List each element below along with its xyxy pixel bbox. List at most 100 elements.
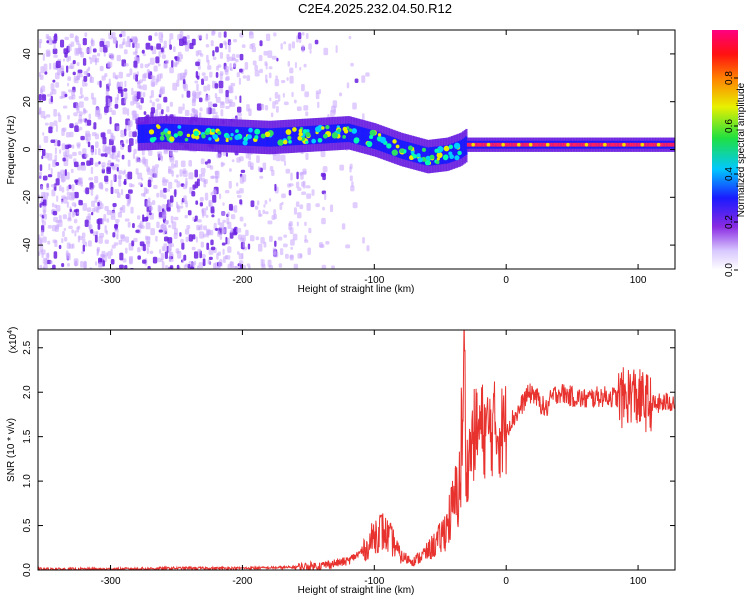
- spectrogram-cell: [254, 128, 261, 135]
- spectrogram-cell: [286, 127, 289, 146]
- spectrogram-cell: [56, 195, 59, 202]
- spectrogram-cell: [269, 128, 272, 147]
- spectrogram-cell: [123, 49, 128, 55]
- spectrogram-cell: [239, 68, 243, 73]
- spectrogram-cell: [173, 228, 178, 235]
- spectrogram-cell: [68, 89, 72, 93]
- spectrogram-cell: [240, 169, 246, 174]
- spectrogram-cell: [162, 214, 166, 220]
- spectrogram-cell: [147, 124, 150, 143]
- spectrogram-cell: [97, 201, 100, 207]
- spectrogram-cell: [534, 142, 538, 147]
- snr-x-tick-label: -300: [101, 576, 121, 587]
- spectrogram-cell: [68, 154, 73, 159]
- spectrogram-cell: [149, 57, 155, 65]
- spectrogram-cell: [176, 181, 181, 188]
- spectrogram-cell: [242, 140, 248, 146]
- spectrogram-cell: [147, 179, 152, 188]
- spectrogram-cell: [140, 97, 144, 104]
- colorbar-tick-label: 0.0: [724, 263, 735, 277]
- spectrogram-cell: [159, 189, 164, 198]
- spectrogram-cell: [275, 153, 281, 162]
- spectrogram-cell: [192, 234, 196, 240]
- spectrogram-cell: [289, 255, 294, 259]
- spectrogram-cell: [557, 142, 560, 147]
- spectrogram-cell: [179, 232, 182, 237]
- spectrogram-cell: [435, 160, 440, 165]
- spectrogram-cell: [198, 262, 204, 269]
- spectrogram-cell: [133, 237, 138, 243]
- spectrogram-cell: [79, 126, 83, 131]
- spectrogram-cell: [275, 105, 279, 113]
- spectrogram-cell: [407, 145, 413, 151]
- spectrogram-cell: [301, 44, 305, 53]
- spectrogram-cell: [601, 142, 604, 147]
- spectrogram-cell: [196, 75, 200, 80]
- spectrogram-cell: [196, 219, 202, 223]
- spectrogram-cell: [60, 169, 66, 176]
- spectrogram-cell: [591, 142, 595, 147]
- spectrogram-cell: [44, 122, 49, 126]
- spectrogram-cell: [100, 132, 106, 138]
- spectrogram-cell: [84, 32, 88, 38]
- spectrogram-cell: [210, 40, 214, 47]
- spectrogram-cell: [144, 124, 147, 143]
- spectrogram-cell: [235, 129, 239, 133]
- spectrogram-cell: [227, 211, 230, 217]
- spectrogram-cell: [118, 239, 123, 245]
- spectrogram-cell: [108, 52, 114, 58]
- spectrogram-cell: [470, 142, 473, 147]
- spectrogram-cell: [139, 124, 142, 144]
- spectrogram-cell: [280, 79, 286, 84]
- spectrogram-cell: [356, 125, 359, 145]
- spectrogram-cell: [169, 44, 172, 50]
- spectrogram-cell: [184, 69, 188, 76]
- spectrogram-cell: [48, 163, 51, 171]
- spectrogram-cell: [67, 76, 72, 81]
- spectrogram-cell: [185, 124, 188, 143]
- spectrogram-cell: [94, 148, 97, 156]
- spectrogram-cell: [295, 126, 299, 146]
- spectrogram-cell: [161, 109, 164, 115]
- spectrogram-cell: [221, 242, 226, 246]
- spectrogram-cell: [40, 66, 45, 74]
- spectrogram-cell: [173, 216, 179, 221]
- spectrogram-cell: [468, 142, 471, 147]
- spectrogram-cell: [72, 151, 77, 157]
- spectrogram-cell: [208, 137, 212, 141]
- spectrogram-cell: [204, 192, 209, 201]
- spectrogram-cell: [242, 264, 246, 269]
- spectrogram-cell: [177, 130, 183, 137]
- spectrogram-cell: [150, 90, 154, 98]
- spectrogram-cell: [314, 125, 318, 144]
- spectrogram-cell: [229, 231, 234, 239]
- spectrogram-cell: [157, 204, 161, 213]
- spectrogram-cell: [86, 207, 92, 213]
- spectrogram-cell: [199, 202, 204, 207]
- spectrogram-cell: [288, 43, 292, 51]
- spectrogram-cell: [349, 175, 353, 182]
- spectrogram-cell: [259, 213, 263, 217]
- spectrogram-cell: [340, 124, 343, 143]
- spectrogram-cell: [484, 142, 487, 147]
- spectrogram-cell: [256, 155, 260, 164]
- spectrogram-cell: [67, 115, 70, 120]
- spectrogram-cell: [88, 177, 94, 181]
- spectrogram-cell: [338, 92, 343, 97]
- spectrogram-cell: [522, 142, 525, 147]
- spectrogram-cell: [68, 212, 72, 221]
- spectrogram-cell: [165, 220, 169, 225]
- spectrogram-cell: [346, 82, 350, 89]
- spectrogram-cell: [219, 222, 225, 229]
- spectrogram-cell: [119, 33, 123, 38]
- spectrogram-cell: [311, 189, 315, 196]
- spectrogram-cell: [318, 242, 324, 248]
- spectrogram-cell: [137, 255, 141, 260]
- spectrogram-cell: [296, 212, 302, 219]
- colorbar-tick-label: 0.6: [724, 119, 735, 133]
- spectrogram-cell: [316, 125, 319, 144]
- spectrogram-cell: [457, 141, 460, 160]
- spectrogram-cell: [82, 238, 86, 245]
- spectrogram-cell: [124, 98, 127, 104]
- spectrogram-cell: [629, 142, 633, 147]
